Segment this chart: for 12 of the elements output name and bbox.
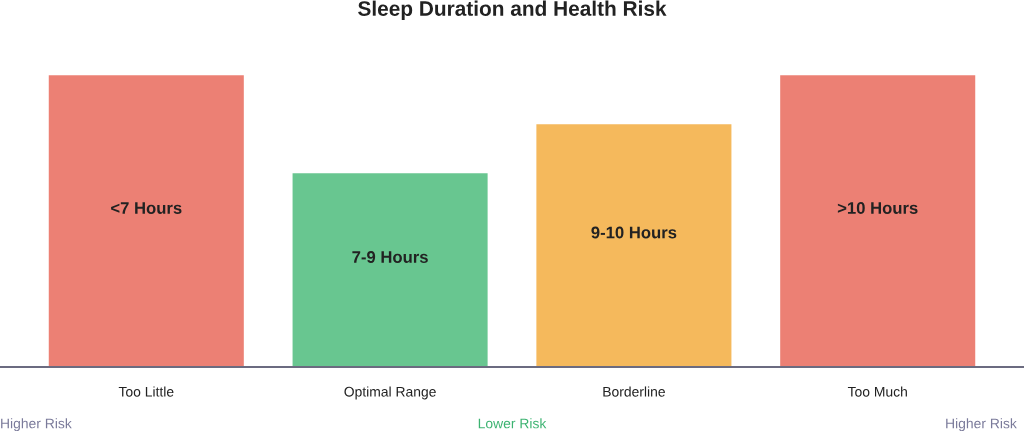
text: Higher Risk xyxy=(1,418,72,432)
annotation: 9-10 Hours xyxy=(591,226,677,239)
text: Lower Risk xyxy=(478,418,547,429)
text: Higher Risk xyxy=(946,418,1017,432)
annotation: <7 Hours xyxy=(111,202,182,214)
annotation: 7-9 Hours xyxy=(352,251,428,263)
x-tick-label: Optimal Range xyxy=(344,386,436,400)
x-tick-label: Too Much xyxy=(847,386,907,397)
chart-title: Sleep Duration and Health Risk xyxy=(358,0,667,21)
annotation: >10 Hours xyxy=(837,202,918,214)
x-tick-label: Borderline xyxy=(603,386,665,397)
x-tick-label: Too Little xyxy=(118,386,174,397)
